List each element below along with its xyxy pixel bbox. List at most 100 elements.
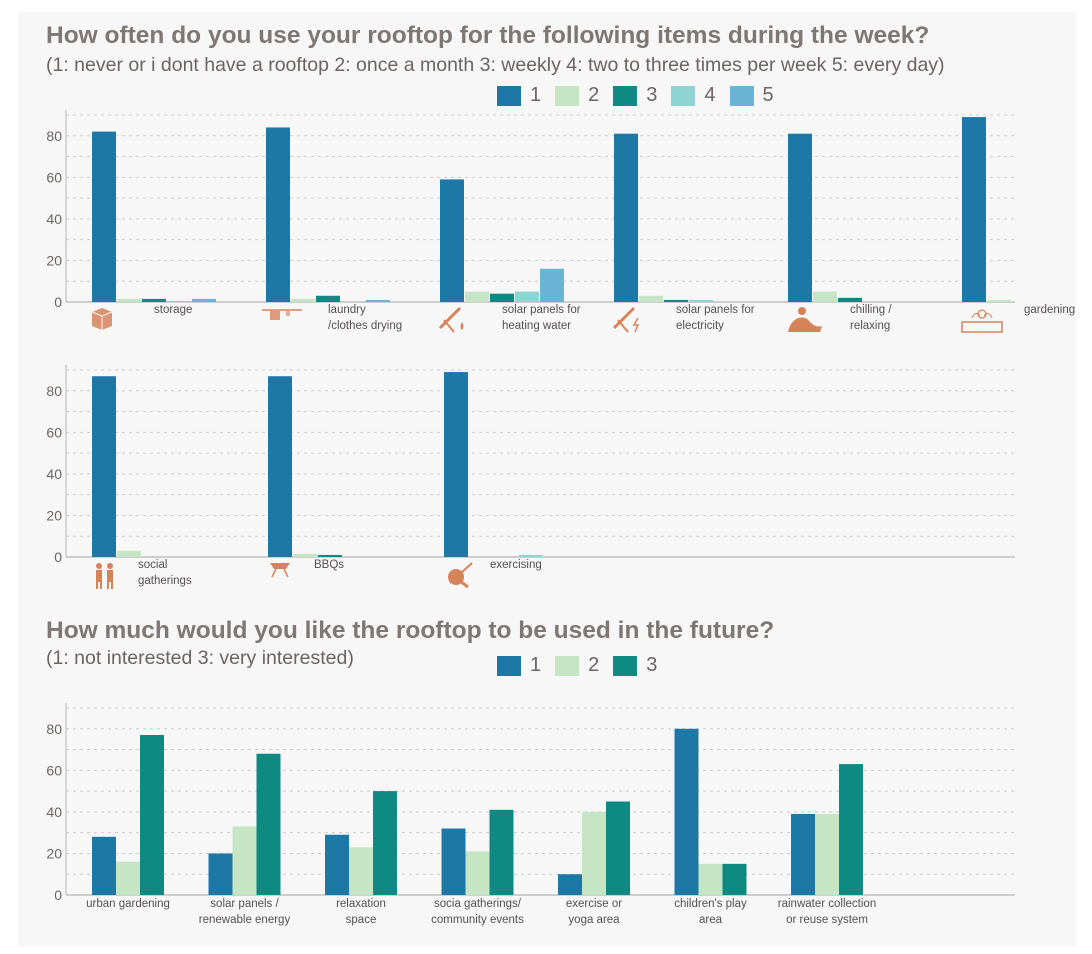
legend-label: 4 (704, 84, 716, 106)
bar-series-1 (92, 376, 116, 557)
section1-subtitle: (1: never or i dont have a rooftop 2: on… (46, 54, 945, 76)
category-label: socia gatherings/community events (431, 898, 524, 926)
bar-series-1 (614, 133, 638, 302)
bar-series-3 (722, 863, 747, 895)
category-label-line: area (699, 914, 723, 926)
bar-series-3 (316, 295, 340, 302)
bar-series-1 (268, 376, 292, 557)
legend-swatch (555, 655, 580, 676)
legend-swatch (613, 85, 638, 106)
bar-series-1 (92, 836, 116, 895)
category-label-line: exercising (490, 559, 542, 571)
category-label-line: community events (431, 914, 524, 926)
legend-label: 1 (530, 654, 542, 676)
legend-swatch (613, 655, 638, 676)
bar-series-2 (232, 826, 257, 895)
section2-title: How much would you like the rooftop to b… (46, 617, 775, 644)
y-tick-label: 40 (46, 466, 62, 482)
solar-water-icon (438, 306, 464, 333)
bar-series-2 (582, 811, 606, 895)
category-label-line: relaxation (336, 898, 386, 910)
y-tick-label: 0 (54, 294, 62, 310)
bar-series-1 (788, 133, 812, 302)
category-label: chilling / relaxing (850, 304, 892, 332)
bar-series-1 (674, 728, 699, 895)
bar-series-1 (791, 813, 815, 895)
category-label-line: children's play (674, 898, 747, 910)
legend-swatch (671, 85, 696, 106)
bar-series-2 (293, 553, 317, 557)
bar-series-2 (815, 813, 839, 895)
section1-title: How often do you use your rooftop for th… (46, 22, 930, 49)
y-tick-label: 60 (46, 424, 62, 440)
legend-label: 2 (588, 84, 600, 106)
y-tick-label: 60 (46, 169, 62, 185)
bar-series-1 (208, 853, 233, 895)
category-label-line: solar panels / (210, 898, 279, 910)
legend-swatch (555, 85, 580, 106)
y-tick-label: 60 (46, 762, 62, 778)
bar-series-2 (291, 298, 315, 302)
category-label-line: gatherings (138, 575, 192, 587)
bar-series-3 (256, 753, 281, 895)
bar-series-1 (440, 179, 464, 302)
bar-series-1 (92, 131, 116, 302)
category-label-line: relaxing (850, 320, 890, 332)
bar-series-3 (142, 298, 166, 302)
solar-electric-icon (612, 306, 640, 333)
bar-series-1 (444, 372, 468, 557)
category-label: urban gardening (86, 898, 170, 910)
category-label-line: social (138, 559, 167, 571)
category-label-line: urban gardening (86, 898, 170, 910)
bar-series-3 (489, 809, 514, 895)
bar-series-3 (373, 791, 397, 895)
bar-series-3 (664, 299, 688, 302)
category-label-line: space (346, 914, 377, 926)
category-label-line: solar panels for (502, 304, 581, 316)
y-tick-label: 0 (54, 549, 62, 565)
chart-2: 0 20 40 60 80 social gatherings BBQs exercising (46, 365, 1015, 589)
category-label: solar panels for electricity (676, 304, 755, 332)
bar-series-2 (813, 291, 837, 302)
interest-legend-item-1: 1 (497, 654, 541, 677)
chart-canvas (18, 12, 1076, 946)
category-label-line: exercise or (566, 898, 622, 910)
category-label-line: electricity (676, 320, 724, 332)
legend-swatch (497, 655, 521, 676)
bar-series-4 (167, 300, 191, 302)
category-label: solar panels / renewable energy (199, 898, 291, 926)
bar-series-2 (349, 847, 373, 895)
bar-series-2 (465, 851, 490, 895)
frequency-legend-item-4: 4 (671, 84, 716, 107)
y-tick-label: 80 (46, 128, 62, 144)
y-tick-label: 20 (46, 845, 62, 861)
legend-label: 3 (646, 84, 658, 106)
interest-legend-item-2: 2 (555, 654, 599, 677)
relaxing-person-icon (788, 307, 822, 332)
bar-series-3 (839, 764, 863, 895)
category-label: storage (154, 304, 192, 316)
bar-series-5 (366, 299, 390, 302)
category-label: exercise or yoga area (566, 898, 622, 926)
bar-series-4 (515, 291, 539, 302)
section2-subtitle: (1: not interested 3: very interested) (46, 647, 354, 669)
category-label: social gatherings (138, 559, 192, 587)
category-label-line: heating water (502, 320, 571, 332)
y-tick-label: 20 (46, 507, 62, 523)
y-tick-label: 80 (46, 383, 62, 399)
bar-series-1 (441, 828, 466, 895)
category-label-line: rainwater collection (778, 898, 876, 910)
bar-series-3 (838, 297, 862, 302)
category-label-line: gardening (1024, 304, 1075, 316)
category-label-line: storage (154, 304, 192, 316)
category-label-line: /clothes drying (328, 320, 402, 332)
category-label-line: yoga area (568, 914, 620, 926)
category-label: laundry/clothes drying (328, 304, 402, 332)
category-label-line: solar panels for (676, 304, 755, 316)
box-icon (91, 308, 113, 330)
category-label: rainwater collection or reuse system (778, 898, 876, 926)
category-label: children's play area (674, 898, 747, 926)
frequency-legend-item-3: 3 (613, 84, 657, 107)
y-tick-label: 80 (46, 721, 62, 737)
